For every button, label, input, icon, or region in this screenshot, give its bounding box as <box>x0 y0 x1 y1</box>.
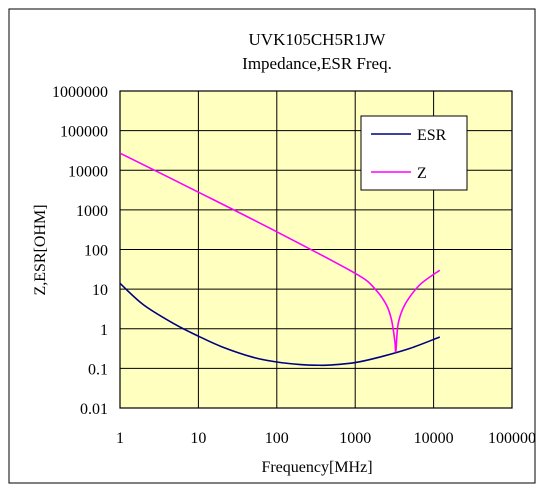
x-axis-label: Frequency[MHz] <box>261 459 372 476</box>
x-tick-label: 1000 <box>339 430 371 447</box>
y-tick-label: 1000000 <box>52 84 108 101</box>
y-tick-label: 0.1 <box>88 361 108 378</box>
x-tick-label: 10000 <box>414 430 454 447</box>
x-tick-label: 10 <box>190 430 206 447</box>
legend-label-esr: ESR <box>417 127 447 144</box>
plot-border <box>119 90 513 409</box>
y-axis-label: Z,ESR[OHM] <box>32 204 49 295</box>
y-tick-label: 10 <box>92 282 108 299</box>
legend-label-z: Z <box>417 165 427 182</box>
x-tick-label: 100 <box>265 430 289 447</box>
x-tick-label: 100000 <box>488 430 536 447</box>
chart-title: UVK105CH5R1JW <box>249 30 387 49</box>
y-tick-label: 1000 <box>76 203 108 220</box>
plot-area: 1 10 100 1000 10000 100000 0.01 0.1 1 10 100 1000 10… <box>52 84 536 447</box>
y-tick-label: 10000 <box>68 163 108 180</box>
y-tick-label: 100000 <box>60 124 108 141</box>
series-line-esr <box>119 282 441 367</box>
y-tick-label: 0.01 <box>80 401 108 418</box>
x-tick-label: 1 <box>116 430 124 447</box>
legend <box>360 115 468 191</box>
chart-subtitle: Impedance,ESR Freq. <box>242 54 392 73</box>
series-line-z <box>119 152 441 353</box>
y-tick-label: 1 <box>100 322 108 339</box>
y-tick-label: 100 <box>84 243 108 260</box>
